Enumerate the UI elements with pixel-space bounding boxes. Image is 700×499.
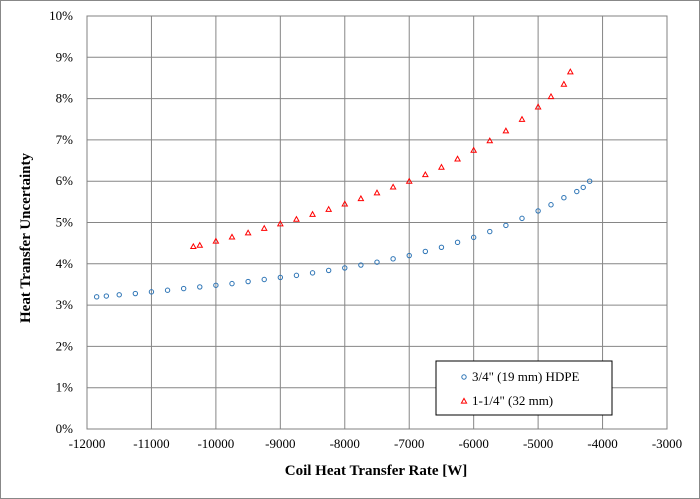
x-tick-label: -3000 [652,436,682,451]
data-point-series-2 [228,233,236,240]
data-point-series-1 [535,208,541,214]
legend-box [435,360,613,416]
data-point-series-2 [470,146,478,153]
data-point-series-1 [103,293,110,299]
x-tick-label: -12000 [69,436,106,451]
x-tick-label: -11000 [133,436,169,451]
y-tick-label: 10% [49,8,73,23]
data-point-series-2 [196,241,204,248]
y-tick-label: 2% [56,338,74,353]
data-point-series-1 [561,195,567,201]
data-point-series-2 [189,242,197,250]
x-tick-label: -5000 [523,436,553,451]
data-point-series-1 [574,188,580,195]
data-point-series-2 [373,189,381,196]
data-point-series-1 [277,274,284,281]
data-point-series-2 [212,237,220,244]
data-point-series-2 [309,210,317,217]
data-point-series-1 [487,228,493,235]
data-point-series-2 [276,220,284,227]
plot-area-border [86,15,668,430]
x-tick-label: -8000 [330,436,360,451]
data-point-series-1 [325,267,332,274]
data-point-series-1 [390,256,396,262]
data-point-series-1 [93,294,100,300]
y-tick-label: 4% [56,256,74,271]
data-point-series-2 [534,103,542,110]
data-point-series-2 [421,170,429,178]
data-point-series-2 [292,215,300,222]
data-point-series-1 [229,280,235,287]
data-point-series-1 [503,222,509,229]
data-point-series-1 [470,234,477,241]
data-point-series-1 [406,252,412,259]
x-tick-label: -9000 [265,436,295,451]
data-point-series-1 [580,184,586,191]
data-point-series-2 [518,115,526,122]
y-axis-title: Heat Transfer Uncertainty [18,153,34,323]
data-point-series-1 [180,285,187,292]
data-points [93,68,593,300]
x-tick-label: -10000 [197,436,234,451]
data-point-series-1 [116,292,122,298]
data-point-series-2 [357,194,365,202]
y-tick-label: 8% [56,91,74,106]
data-point-series-2 [566,68,574,75]
data-point-series-1 [245,278,251,285]
x-tick-label: -7000 [394,436,424,451]
data-point-series-1 [586,178,593,184]
data-point-series-1 [422,248,429,255]
data-point-series-1 [358,262,364,268]
data-point-series-1 [164,287,171,293]
data-point-series-1 [454,239,461,246]
legend-marker-series-1 [461,374,467,380]
x-tick-label: -6000 [458,436,488,451]
data-point-series-2 [547,92,555,100]
data-point-series-2 [437,163,445,170]
data-point-series-2 [389,183,397,190]
data-point-series-1 [309,270,316,276]
data-point-series-2 [502,127,510,134]
data-point-series-1 [293,272,300,279]
data-point-series-1 [374,259,380,265]
legend: 3/4" (19 mm) HDPE 1-1/4" (32 mm) [435,360,613,416]
legend-label-series-2: 1-1/4" (32 mm) [472,393,553,408]
legend-marker [461,374,467,380]
y-tick-label: 7% [56,132,74,147]
data-point-series-1 [213,282,219,288]
data-point-series-1 [438,244,445,250]
data-point-series-1 [519,215,525,222]
series-1 [93,178,593,300]
data-point-series-1 [148,289,155,295]
data-point-series-2 [405,177,413,184]
data-point-series-2 [325,205,333,212]
data-point-series-1 [197,284,203,290]
data-point-series-1 [342,265,348,271]
legend-marker-series-2 [460,397,468,404]
y-tick-label: 5% [56,215,74,230]
data-point-series-2 [454,155,462,162]
y-tick-label: 1% [56,380,74,395]
data-point-series-1 [132,290,139,297]
x-tick-label: -4000 [587,436,617,451]
y-tick-label: 9% [56,49,74,64]
legend-label-series-1: 3/4" (19 mm) HDPE [472,369,580,384]
y-tick-label: 3% [56,297,74,312]
y-tick-label: 0% [56,421,74,436]
data-point-series-1 [548,202,554,208]
data-point-series-2 [341,200,349,207]
data-point-series-2 [244,229,252,236]
data-point-series-2 [260,224,268,231]
series-2 [189,68,574,250]
data-point-series-1 [261,276,267,283]
data-point-series-2 [560,80,568,87]
tick-labels: -12000 -11000 -10000 -9000 -8000 -7000 -6000 -5… [49,8,682,451]
y-tick-label: 6% [56,173,74,188]
x-axis-title: Coil Heat Transfer Rate [W] [285,463,467,479]
legend-marker [460,397,468,404]
data-point-series-2 [486,137,494,144]
